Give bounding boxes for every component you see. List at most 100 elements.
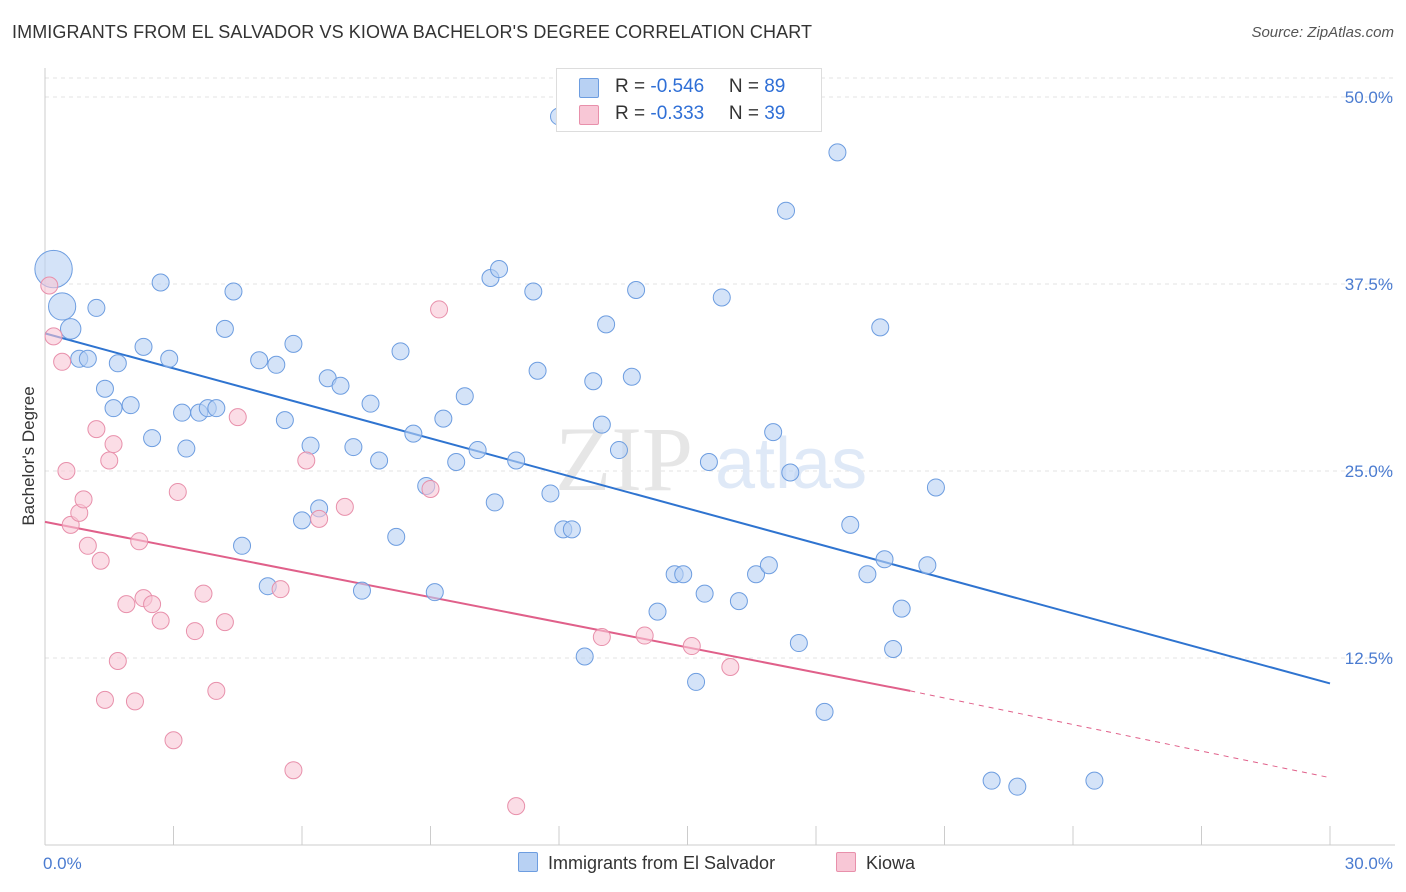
point-kiowa bbox=[297, 451, 316, 470]
point-kiowa bbox=[100, 451, 119, 470]
point-kiowa bbox=[215, 613, 234, 632]
point-el-salvador bbox=[434, 409, 453, 428]
point-kiowa bbox=[507, 797, 526, 816]
y-tick-label: 50.0% bbox=[1345, 88, 1393, 107]
point-el-salvador bbox=[747, 565, 766, 584]
point-kiowa bbox=[335, 497, 354, 516]
legend-r-label: R = bbox=[615, 76, 651, 97]
point-el-salvador bbox=[592, 415, 611, 434]
point-el-salvador bbox=[485, 493, 504, 512]
point-el-salvador bbox=[173, 403, 192, 422]
legend-n-value: 89 bbox=[764, 76, 786, 97]
point-kiowa bbox=[207, 681, 226, 700]
point-el-salvador bbox=[781, 463, 800, 482]
bottom-legend-swatch-pink bbox=[836, 852, 856, 872]
point-kiowa bbox=[53, 352, 72, 371]
point-el-salvador bbox=[584, 372, 603, 391]
bottom-legend-label: Kiowa bbox=[866, 853, 916, 873]
point-el-salvador bbox=[143, 429, 162, 448]
point-kiowa bbox=[44, 327, 63, 346]
point-el-salvador bbox=[777, 201, 796, 220]
point-el-salvador bbox=[674, 565, 693, 584]
legend-n-label: N = bbox=[728, 76, 765, 97]
y-tick-label: 25.0% bbox=[1345, 462, 1393, 481]
point-el-salvador bbox=[918, 556, 937, 575]
point-el-salvador bbox=[108, 354, 127, 373]
legend-r-value: -0.546 bbox=[650, 76, 705, 97]
grid-lines bbox=[45, 77, 1395, 659]
point-el-salvador bbox=[627, 280, 646, 299]
x-tick-label: 0.0% bbox=[43, 854, 82, 873]
point-kiowa bbox=[271, 580, 290, 599]
point-el-salvador bbox=[892, 599, 911, 618]
point-el-salvador bbox=[425, 583, 444, 602]
point-el-salvador bbox=[759, 556, 778, 575]
axes bbox=[44, 68, 1395, 846]
point-kiowa bbox=[682, 637, 701, 656]
point-el-salvador bbox=[293, 511, 311, 530]
chart-title: IMMIGRANTS FROM EL SALVADOR VS KIOWA BAC… bbox=[12, 22, 813, 42]
point-el-salvador bbox=[207, 399, 226, 418]
trendline-kiowa bbox=[44, 520, 911, 692]
point-el-salvador bbox=[104, 399, 123, 418]
tick-labels: 12.5% 25.0% 37.5% 50.0% 0.0% 30.0% bbox=[43, 88, 1393, 873]
trendline-kiowa-extension bbox=[910, 690, 1331, 779]
point-el-salvador bbox=[562, 520, 581, 539]
point-el-salvador bbox=[59, 318, 82, 340]
point-el-salvador bbox=[490, 260, 509, 279]
point-el-salvador bbox=[370, 451, 389, 470]
point-kiowa bbox=[228, 408, 247, 427]
point-kiowa bbox=[421, 479, 440, 498]
point-kiowa bbox=[185, 622, 204, 641]
point-el-salvador bbox=[151, 273, 170, 292]
point-kiowa bbox=[143, 595, 162, 614]
y-axis-title: Bachelor's Degree bbox=[19, 386, 38, 525]
trend-lines bbox=[44, 332, 1331, 779]
point-el-salvador bbox=[729, 592, 748, 611]
point-kiowa bbox=[164, 731, 183, 750]
point-el-salvador bbox=[884, 640, 903, 659]
source-label: Source: ZipAtlas.com bbox=[1251, 24, 1394, 41]
point-el-salvador bbox=[447, 453, 466, 472]
point-el-salvador bbox=[524, 282, 543, 301]
point-kiowa bbox=[430, 300, 449, 319]
legend-r-value: -0.333 bbox=[650, 103, 705, 124]
point-el-salvador bbox=[789, 634, 808, 653]
legend-swatch-blue bbox=[579, 78, 599, 98]
point-kiowa bbox=[108, 651, 127, 670]
point-el-salvador bbox=[267, 355, 286, 374]
point-kiowa bbox=[117, 595, 136, 614]
x-tick-label: 30.0% bbox=[1345, 854, 1393, 873]
point-el-salvador bbox=[841, 515, 860, 534]
point-el-salvador bbox=[648, 602, 667, 621]
point-el-salvador bbox=[275, 411, 294, 430]
point-kiowa bbox=[104, 435, 123, 454]
point-kiowa bbox=[40, 276, 59, 295]
point-el-salvador bbox=[284, 334, 303, 353]
legend-swatch-pink bbox=[579, 105, 599, 125]
point-el-salvador bbox=[541, 484, 560, 503]
point-el-salvador bbox=[301, 436, 320, 455]
point-el-salvador bbox=[926, 478, 945, 497]
point-kiowa bbox=[168, 482, 187, 501]
point-el-salvador bbox=[622, 367, 641, 386]
point-el-salvador bbox=[575, 647, 594, 666]
point-el-salvador bbox=[687, 672, 706, 691]
point-el-salvador bbox=[699, 453, 718, 472]
bottom-legend-kiowa: Kiowa bbox=[836, 852, 915, 874]
point-el-salvador bbox=[160, 349, 179, 368]
point-el-salvador bbox=[1085, 771, 1104, 790]
point-el-salvador bbox=[121, 396, 140, 415]
point-el-salvador bbox=[134, 337, 153, 356]
correlation-legend: R = -0.546 N = 89 R = -0.333 N = 39 bbox=[556, 68, 822, 132]
point-el-salvador bbox=[352, 581, 371, 600]
bottom-legend-el-salvador: Immigrants from El Salvador bbox=[518, 852, 775, 874]
point-kiowa bbox=[635, 626, 654, 645]
data-points bbox=[34, 107, 1104, 816]
point-el-salvador bbox=[87, 298, 106, 317]
point-el-salvador bbox=[95, 379, 114, 398]
point-kiowa bbox=[592, 628, 611, 647]
point-el-salvador bbox=[250, 351, 269, 370]
y-tick-label: 37.5% bbox=[1345, 275, 1393, 294]
